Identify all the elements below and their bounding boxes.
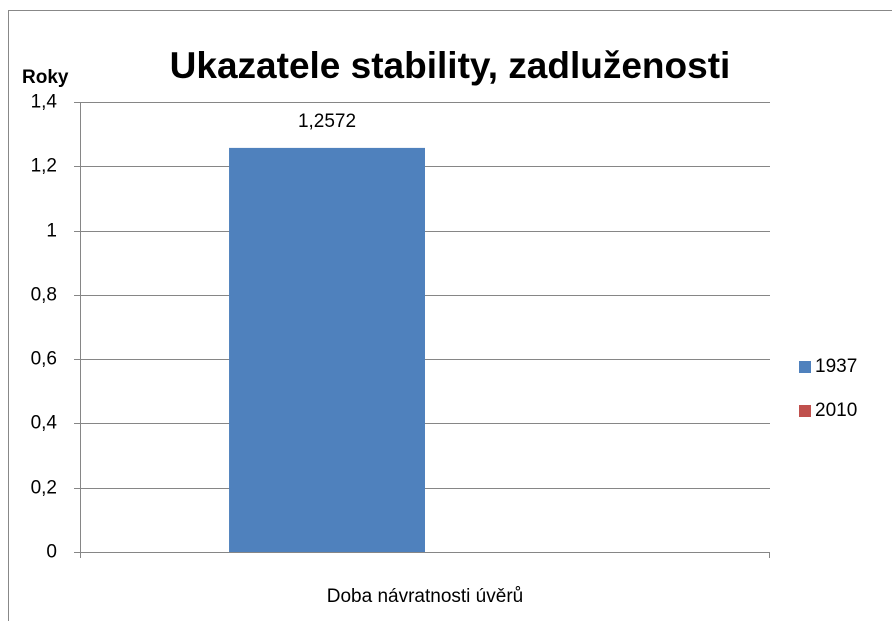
y-axis-label: Roky bbox=[22, 67, 69, 88]
y-tick-label: 0,6 bbox=[31, 349, 57, 370]
legend-label: 2010 bbox=[815, 400, 857, 421]
y-tick-label: 0,4 bbox=[31, 413, 58, 434]
data-label: 1,2572 bbox=[298, 111, 356, 132]
bar bbox=[229, 147, 425, 552]
y-tick-label: 0 bbox=[46, 542, 57, 563]
y-tick-label: 1 bbox=[46, 221, 57, 242]
x-tick-label: Doba návratnosti úvěrů bbox=[327, 586, 523, 607]
y-tick-label: 1,2 bbox=[31, 156, 57, 177]
chart-frame bbox=[8, 10, 892, 621]
y-tick-label: 0,2 bbox=[31, 478, 57, 499]
y-tick-label: 1,4 bbox=[31, 92, 58, 113]
legend-swatch bbox=[799, 405, 811, 417]
legend-swatch bbox=[799, 361, 811, 373]
legend-label: 1937 bbox=[815, 356, 857, 377]
y-tick-label: 0,8 bbox=[31, 285, 57, 306]
chart-title: Ukazatele stability, zadluženosti bbox=[170, 45, 731, 86]
